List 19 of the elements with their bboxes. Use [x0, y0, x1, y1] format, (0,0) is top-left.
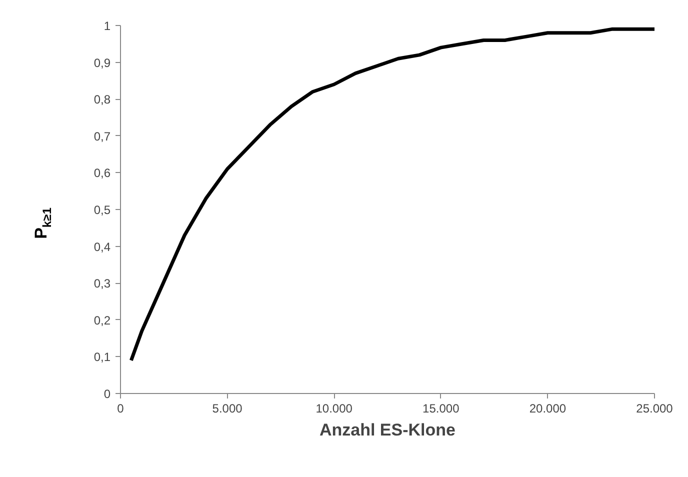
y-tick-label: 0,9 [94, 56, 111, 70]
x-tick-label: 25.000 [636, 402, 674, 416]
y-tick-label: 0,4 [94, 240, 111, 254]
y-tick-label: 0,1 [94, 350, 111, 364]
y-tick-label: 0,3 [94, 276, 111, 291]
y-tick-label: 0,5 [94, 203, 111, 217]
y-tick-label: 0,8 [94, 92, 111, 107]
y-tick-label: 0 [104, 387, 111, 401]
line-series [129, 27, 654, 362]
y-tick-label: 0,6 [94, 166, 111, 180]
x-tick-label: 0 [117, 402, 124, 416]
x-tick-label: 10.000 [316, 402, 353, 416]
x-axis-title: Anzahl ES-Klone [319, 420, 456, 440]
y-tick-label: 0,7 [94, 129, 111, 144]
y-tick-label: 1 [104, 19, 111, 33]
x-tick-label: 20.000 [529, 402, 566, 416]
x-tick-label: 5.000 [212, 402, 243, 416]
y-tick-label: 0,2 [94, 313, 111, 328]
x-tick-label: 15.000 [422, 402, 460, 416]
